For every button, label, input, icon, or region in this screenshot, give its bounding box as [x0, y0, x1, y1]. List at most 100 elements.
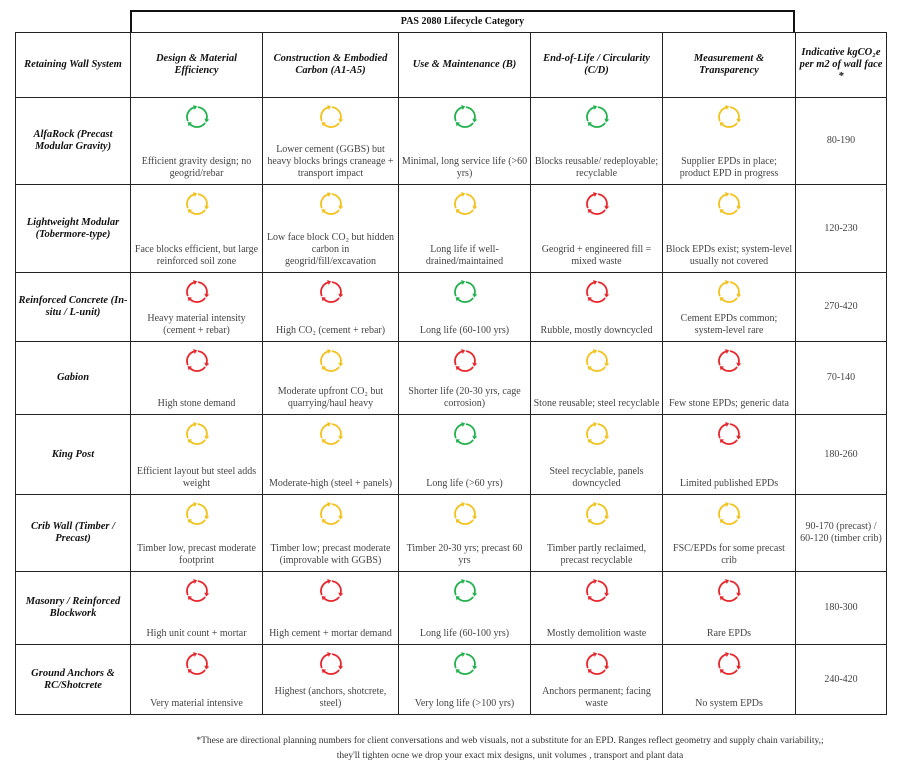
table-row: Reinforced Concrete (In-situ / L-unit) H…: [15, 272, 887, 342]
rating-note: Rubble, mostly downcycled: [540, 325, 653, 336]
recycle-circular-arrows-icon: [319, 579, 343, 602]
rating-cell-amber: Timber 20-30 yrs; precast 60 yrs: [398, 494, 531, 572]
recycle-circular-arrows-icon: [585, 105, 609, 128]
recycle-circular-arrows-icon: [718, 192, 742, 215]
table-row: Masonry / Reinforced Blockwork High unit…: [15, 571, 887, 645]
rating-cell-amber: Long life if well-drained/maintained: [398, 184, 531, 273]
rating-cell-red: Rare EPDs: [662, 571, 796, 645]
recycle-circular-arrows-icon: [185, 652, 209, 675]
rating-cell-amber: Stone reusable; steel recyclable: [530, 341, 663, 415]
system-name: AlfaRock (Precast Modular Gravity): [15, 97, 131, 185]
rating-cell-red: No system EPDs: [662, 644, 796, 715]
recycle-circular-arrows-icon: [718, 422, 742, 445]
recycle-circular-arrows-icon: [453, 349, 477, 372]
rating-cell-red: Mostly demolition waste: [530, 571, 663, 645]
recycle-circular-arrows-icon: [718, 502, 742, 525]
rating-note: Long life (60-100 yrs): [419, 325, 510, 336]
system-name: King Post: [15, 414, 131, 495]
rating-cell-amber: Cement EPDs common; system-level rare: [662, 272, 796, 342]
rating-cell-green: Blocks reusable/ redeployable; recyclabl…: [530, 97, 663, 185]
rating-cell-red: Rubble, mostly downcycled: [530, 272, 663, 342]
recycle-circular-arrows-icon: [453, 502, 477, 525]
header-use: Use & Maintenance (B): [398, 32, 531, 98]
recycle-circular-arrows-icon: [453, 280, 477, 303]
rating-cell-red: Limited published EPDs: [662, 414, 796, 495]
rating-cell-amber: Moderate upfront CO₂ but quarrying/haul …: [262, 341, 399, 415]
rating-note: Geogrid + engineered fill = mixed waste: [541, 244, 652, 267]
rating-cell-green: Long life (>60 yrs): [398, 414, 531, 495]
rating-note: Long life (60-100 yrs): [419, 628, 510, 639]
recycle-circular-arrows-icon: [319, 349, 343, 372]
indicative-carbon-value: 70-140: [795, 341, 887, 415]
rating-note: Efficient gravity design; no geogrid/reb…: [141, 156, 252, 179]
rating-cell-amber: Steel recyclable, panels downcycled: [530, 414, 663, 495]
rating-note: Timber partly reclaimed, precast recycla…: [546, 543, 647, 566]
rating-cell-amber: Supplier EPDs in place; product EPD in p…: [662, 97, 796, 185]
rating-cell-green: Efficient gravity design; no geogrid/reb…: [130, 97, 263, 185]
recycle-circular-arrows-icon: [453, 105, 477, 128]
header-indicative-carbon: Indicative kgCO₂e per m2 of wall face *: [795, 32, 887, 98]
rating-cell-green: Long life (60-100 yrs): [398, 272, 531, 342]
rating-cell-red: Heavy material intensity (cement + rebar…: [130, 272, 263, 342]
system-name: Masonry / Reinforced Blockwork: [15, 571, 131, 645]
recycle-circular-arrows-icon: [185, 105, 209, 128]
rating-cell-red: Geogrid + engineered fill = mixed waste: [530, 184, 663, 273]
rating-note: High CO₂ (cement + rebar): [275, 325, 386, 336]
rating-note: Long life (>60 yrs): [426, 478, 503, 489]
recycle-circular-arrows-icon: [585, 422, 609, 445]
footnote-line: they'll tighten ocne we drop your exact …: [336, 751, 684, 761]
table-row: Crib Wall (Timber / Precast) Timber low,…: [15, 494, 887, 572]
recycle-circular-arrows-icon: [185, 579, 209, 602]
header-row: Retaining Wall System Design & Material …: [15, 32, 887, 98]
rating-note: No system EPDs: [695, 698, 763, 709]
recycle-circular-arrows-icon: [319, 652, 343, 675]
indicative-carbon-value: 240-420: [795, 644, 887, 715]
indicative-carbon-value: 90-170 (precast) / 60-120 (timber crib): [795, 494, 887, 572]
recycle-circular-arrows-icon: [319, 105, 343, 128]
recycle-circular-arrows-icon: [585, 349, 609, 372]
header-end-of-life: End-of-Life / Circularity (C/D): [530, 32, 663, 98]
indicative-carbon-value: 80-190: [795, 97, 887, 185]
system-name: Ground Anchors & RC/Shotcrete: [15, 644, 131, 715]
lifecycle-category-title: PAS 2080 Lifecycle Category: [130, 10, 795, 32]
rating-note: Mostly demolition waste: [546, 628, 647, 639]
rating-note: Heavy material intensity (cement + rebar…: [147, 313, 246, 336]
rating-note: Cement EPDs common; system-level rare: [680, 313, 778, 336]
recycle-circular-arrows-icon: [718, 579, 742, 602]
recycle-circular-arrows-icon: [453, 422, 477, 445]
recycle-circular-arrows-icon: [319, 192, 343, 215]
rating-cell-green: Very long life (>100 yrs): [398, 644, 531, 715]
rating-cell-red: Few stone EPDs; generic data: [662, 341, 796, 415]
recycle-circular-arrows-icon: [585, 502, 609, 525]
rating-cell-amber: Timber low; precast moderate (improvable…: [262, 494, 399, 572]
rating-note: Very material intensive: [150, 698, 243, 709]
rating-note: Highest (anchors, shotcrete, steel): [274, 686, 387, 709]
system-name: Gabion: [15, 341, 131, 415]
recycle-circular-arrows-icon: [453, 579, 477, 602]
rating-note: High cement + mortar demand: [269, 628, 392, 639]
rating-note: Steel recyclable, panels downcycled: [549, 466, 644, 489]
recycle-circular-arrows-icon: [718, 349, 742, 372]
header-system: Retaining Wall System: [15, 32, 131, 98]
recycle-circular-arrows-icon: [585, 280, 609, 303]
rating-cell-green: Long life (60-100 yrs): [398, 571, 531, 645]
recycle-circular-arrows-icon: [585, 579, 609, 602]
recycle-circular-arrows-icon: [319, 280, 343, 303]
table-row: King Post Efficient layout but steel add…: [15, 414, 887, 495]
rating-note: Limited published EPDs: [679, 478, 779, 489]
rating-note: Very long life (>100 yrs): [414, 698, 515, 709]
header-measurement: Measurement & Transparency: [662, 32, 796, 98]
rating-note: Timber low, precast moderate footprint: [137, 543, 256, 566]
recycle-circular-arrows-icon: [718, 280, 742, 303]
rating-cell-amber: Timber partly reclaimed, precast recycla…: [530, 494, 663, 572]
recycle-circular-arrows-icon: [319, 502, 343, 525]
rating-note: Stone reusable; steel recyclable: [533, 398, 660, 409]
recycle-circular-arrows-icon: [185, 280, 209, 303]
rating-note: Lower cement (GGBS) but heavy blocks bri…: [267, 144, 394, 179]
rating-note: FSC/EPDs for some precast crib: [673, 543, 785, 566]
rating-note: Anchors permanent; facing waste: [542, 686, 651, 709]
rating-note: Efficient layout but steel adds weight: [136, 466, 257, 489]
indicative-carbon-value: 270-420: [795, 272, 887, 342]
rating-note: Low face block CO₂ but hidden carbon in …: [266, 232, 395, 267]
rating-cell-red: High cement + mortar demand: [262, 571, 399, 645]
